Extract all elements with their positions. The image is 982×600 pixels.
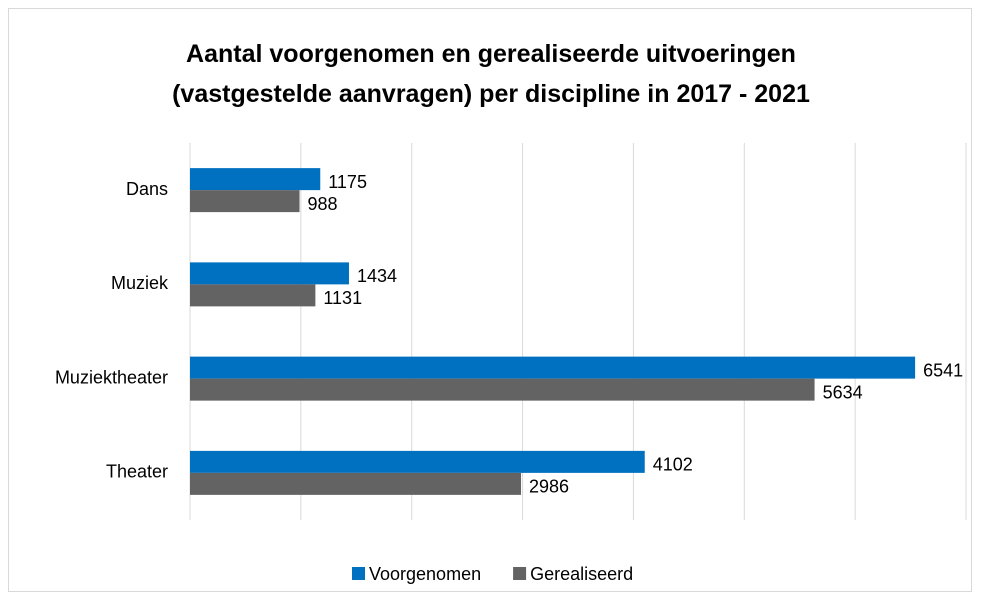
data-label: 1434 — [357, 266, 397, 286]
bar — [190, 262, 349, 285]
y-tick-label: Theater — [106, 462, 168, 482]
chart-frame — [8, 8, 972, 592]
legend-swatch — [352, 567, 365, 580]
data-label: 1131 — [323, 288, 362, 308]
legend-label: Voorgenomen — [369, 564, 481, 584]
legend-label: Gerealiseerd — [530, 564, 633, 584]
bar — [190, 356, 916, 379]
y-tick-label: Dans — [126, 179, 168, 199]
bar — [190, 190, 300, 213]
chart-title: Aantal voorgenomen en gerealiseerde uitv… — [172, 40, 810, 108]
data-label: 6541 — [923, 360, 963, 380]
data-label: 1175 — [328, 172, 367, 192]
data-label: 5634 — [823, 382, 863, 402]
bar — [190, 378, 815, 401]
bar — [190, 450, 645, 473]
data-label: 988 — [308, 194, 338, 214]
data-label: 4102 — [653, 455, 693, 475]
legend-swatch — [513, 567, 527, 580]
y-tick-label: Muziek — [111, 273, 169, 293]
bar — [190, 168, 321, 191]
y-tick-label: Muziektheater — [55, 367, 168, 387]
bar — [190, 472, 522, 495]
data-label: 2986 — [529, 477, 569, 497]
bar — [190, 284, 316, 307]
